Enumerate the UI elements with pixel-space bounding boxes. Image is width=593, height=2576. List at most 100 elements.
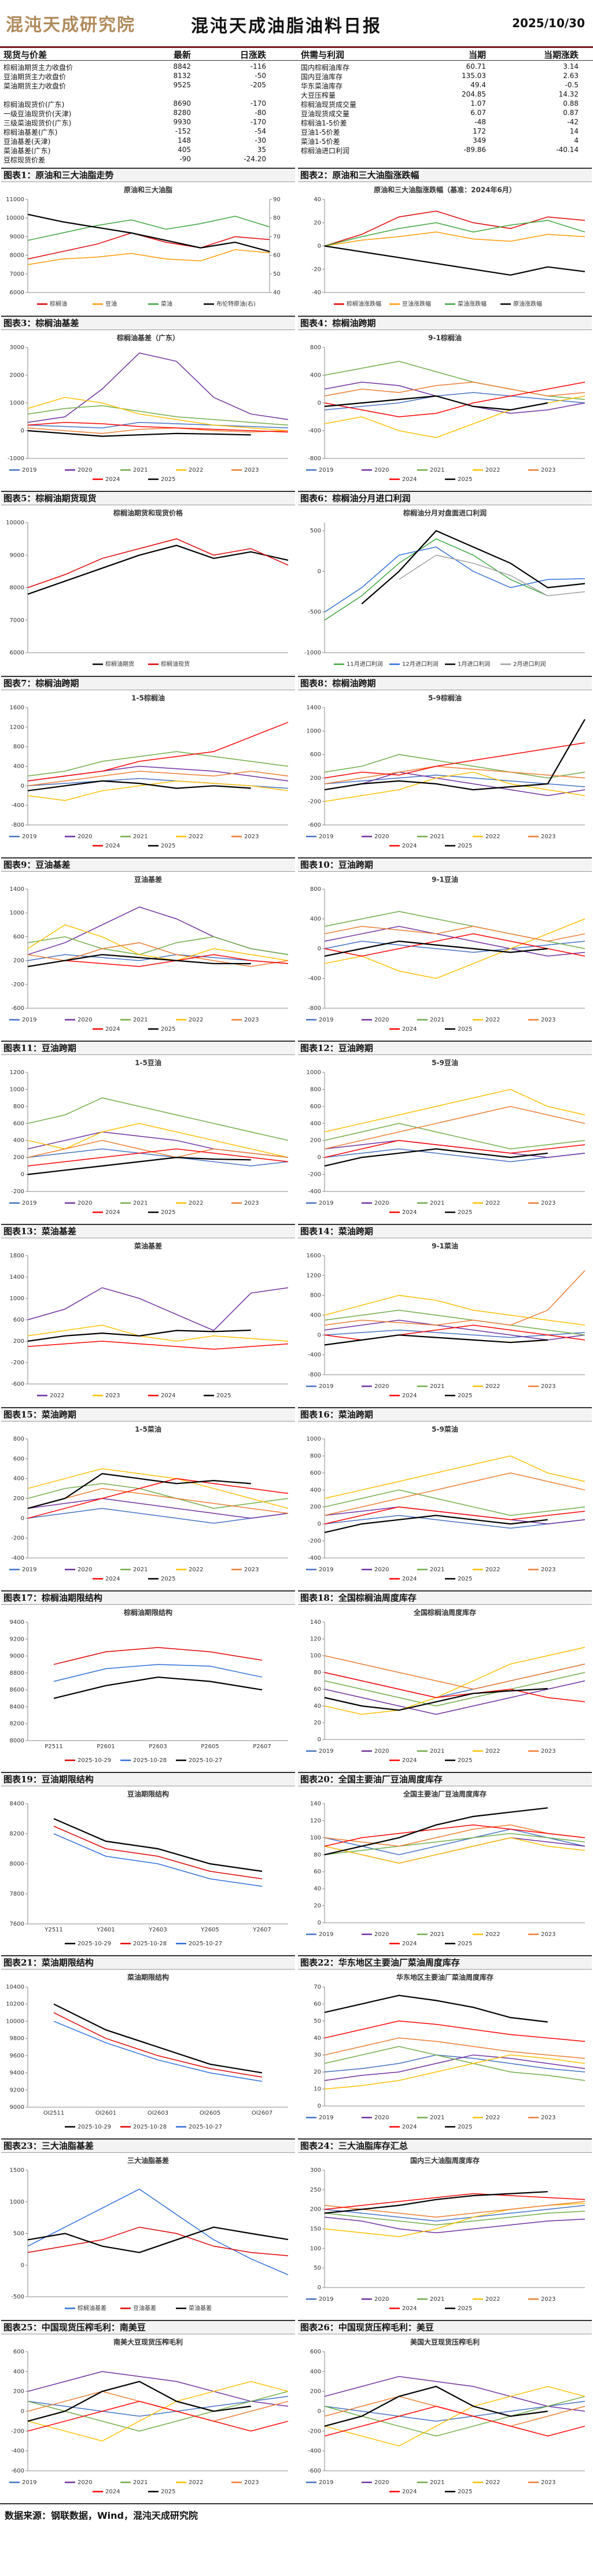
- series-line: [27, 421, 289, 428]
- y-tick-label: -400: [308, 428, 321, 434]
- series-line: [324, 2037, 585, 2059]
- series-line: [27, 1123, 289, 1158]
- y-tick-label: 20: [314, 1720, 321, 1726]
- chart-panel: 图表21：菜油期限结构 菜油期限结构 9000 9200 9400 9600 9800 100…: [1, 1955, 295, 2136]
- row-value: 135.03: [462, 72, 486, 80]
- legend-label: 2021: [430, 2115, 444, 2121]
- row-value: 14: [569, 127, 579, 135]
- chart-panel: 图表3：棕榈油基差 棕榈油基差（广东） -1000 0 1000 2000 3000 2019…: [1, 316, 295, 488]
- series-line: [324, 1089, 585, 1132]
- series-line: [53, 2003, 263, 2074]
- series-line: [324, 2396, 585, 2437]
- y-tick-label: 400: [310, 372, 321, 379]
- y-tick-label: 0: [21, 1172, 24, 1178]
- row-value: -24.20: [244, 155, 266, 163]
- y-tick-label: 600: [13, 934, 24, 940]
- series-line: [324, 2205, 585, 2222]
- row-label: 棕榈油进口利润: [301, 147, 350, 155]
- x-tick-label: P2603: [149, 1744, 167, 1750]
- y-tick-label: 800: [13, 744, 24, 750]
- series-line: [324, 1824, 585, 1847]
- chart-title: 华东地区主要油厂菜油周度库存: [396, 1973, 493, 1982]
- y-tick-label: -400: [308, 1352, 321, 1359]
- price-table: 现货与价差 最新 日涨跌 供需与利润 当期 当期涨跌 棕榈油期货主力收盘价 8842 -116 国…: [0, 49, 593, 164]
- y-tick-label: 1000: [10, 1086, 24, 1093]
- legend-label: 2021: [133, 1200, 148, 1206]
- row-value: -42: [567, 118, 579, 126]
- y-tick-label: 800: [310, 1293, 321, 1299]
- chart-title: 棕榈油基差（广东）: [116, 334, 179, 342]
- legend-label: 2020: [374, 467, 389, 473]
- chart: 9-1菜油 -800 -400 0 400 800 1200 1600 2019 2020 2021…: [306, 1242, 585, 1399]
- series-line: [324, 2385, 548, 2427]
- y-tick-label: 0: [318, 946, 321, 952]
- legend-label: 2025-10-28: [133, 1941, 167, 1947]
- series-line: [324, 392, 585, 410]
- series-line: [324, 538, 548, 621]
- series-line: [27, 1148, 289, 1167]
- legend-label: 2019: [319, 2479, 333, 2486]
- legend-label: 2025: [161, 2489, 175, 2495]
- y-tick-label: 60: [314, 1686, 321, 1693]
- y-tick-label: -20: [312, 267, 321, 273]
- legend-label: 2025: [458, 843, 472, 849]
- y-tick-label: 400: [13, 2368, 24, 2375]
- legend-label: 2025: [161, 1026, 175, 1032]
- y-tick-label: 10200: [6, 2001, 24, 2008]
- legend-label: 11月进口利润: [347, 660, 383, 668]
- y-tick-label: 400: [310, 1312, 321, 1319]
- panel-caption: 图表12：豆油跨期: [298, 1041, 592, 1055]
- series-line: [27, 1483, 289, 1509]
- chart: 原油和三大油脂涨跌幅（基准：2024年6月） -40 -20 0 20 40 棕榈油涨跌幅 豆…: [312, 186, 585, 308]
- legend-label: 2019: [319, 1567, 333, 1573]
- legend-label: 2020: [374, 1931, 389, 1938]
- legend-label: 12月进口利润: [402, 660, 439, 668]
- legend-label: 2022: [485, 1567, 500, 1573]
- y2-tick-label: 60: [273, 253, 281, 259]
- y-tick-label: 8800: [10, 1670, 24, 1676]
- row-value: 0.88: [563, 99, 579, 108]
- y-tick-label: 800: [13, 1436, 24, 1442]
- y-tick-label: -400: [11, 2448, 24, 2455]
- legend-label: 2024: [161, 1393, 175, 1399]
- y-tick-label: 100: [310, 2245, 321, 2252]
- legend-label: 2020: [78, 1017, 92, 1023]
- row-label: 华东菜油库存: [301, 82, 343, 90]
- row-label: 棕榈油期货主力收盘价: [3, 64, 73, 72]
- y-tick-label: 120: [310, 1818, 321, 1824]
- report-date: 2025/10/30: [512, 16, 585, 30]
- y-tick-label: 400: [310, 1120, 321, 1127]
- series-line: [27, 249, 270, 265]
- y-tick-label: 9400: [10, 2070, 24, 2077]
- legend-label: 2022: [485, 1383, 500, 1390]
- series-line: [324, 1824, 585, 1847]
- legend-label: 2019: [319, 1931, 333, 1938]
- row-label: 棕榈油1-5价差: [301, 119, 347, 127]
- legend-label: 2025: [458, 1026, 472, 1032]
- legend-label: 2025: [216, 1393, 231, 1399]
- legend-label: 2023: [541, 2115, 555, 2121]
- panel-caption: 图表21：菜油期限结构: [1, 1955, 295, 1970]
- y-tick-label: 800: [310, 345, 321, 351]
- series-line: [27, 2371, 289, 2407]
- series-line: [27, 906, 289, 956]
- legend-label: 2020: [374, 1200, 389, 1206]
- legend-label: 2022: [189, 834, 203, 840]
- legend-label: 2025: [458, 1209, 472, 1216]
- chart-title: 原油和三大油脂涨跌幅（基准：2024年6月）: [374, 186, 516, 194]
- row-label: 菜油1-5价差: [301, 138, 340, 146]
- series-line: [324, 210, 585, 247]
- y-tick-label: 0: [318, 1154, 321, 1161]
- series-line: [324, 742, 585, 779]
- legend-label: 2019: [319, 1748, 333, 1755]
- legend-label: 2023: [541, 1017, 555, 1023]
- legend-label: 2021: [133, 1017, 148, 1023]
- legend-label: 2025: [458, 2305, 472, 2312]
- y-tick-label: -600: [11, 2468, 24, 2474]
- legend-label: 2021: [430, 2296, 444, 2303]
- legend-label: 2021: [430, 1748, 444, 1755]
- y-tick-label: -200: [11, 1189, 24, 1195]
- y-tick-label: 1000: [10, 910, 24, 916]
- legend-label: 2022: [485, 2479, 500, 2486]
- row-label: 棕榈油现货价(广东): [3, 101, 65, 109]
